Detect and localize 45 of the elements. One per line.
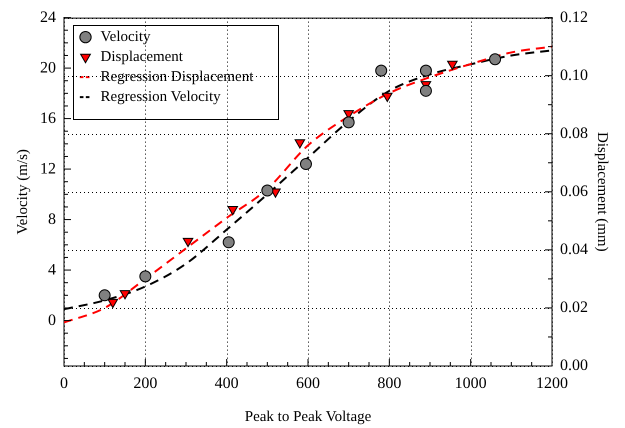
- point: [261, 184, 274, 197]
- legend-label: Regression Velocity: [100, 89, 222, 106]
- point: [222, 236, 235, 248]
- y2-tick-label: 0.04: [560, 241, 588, 258]
- x-tick-label: 1000: [454, 374, 487, 392]
- y2-axis-title: Displacement (mm): [594, 132, 610, 252]
- y2-tick-label: 0.12: [560, 8, 588, 26]
- point: [294, 139, 306, 148]
- point: [420, 64, 432, 77]
- y-tick-label: 8: [48, 210, 56, 228]
- legend-label: Displacement: [100, 49, 184, 66]
- y-tick-label: 4: [48, 261, 56, 278]
- x-tick-label: 0: [60, 374, 68, 392]
- y-tick-label: 16: [40, 110, 56, 127]
- legend-label: Velocity: [100, 29, 151, 46]
- point: [342, 116, 355, 128]
- point: [375, 64, 388, 77]
- point: [447, 60, 458, 70]
- y2-tick-label: 0.00: [560, 357, 588, 374]
- y-tick-label: 0: [48, 312, 56, 329]
- x-axis-title: Peak to Peak Voltage: [244, 408, 372, 425]
- y2-tick-label: 0.02: [560, 299, 588, 316]
- y-tick-label: 20: [40, 59, 56, 76]
- point: [120, 290, 130, 300]
- point: [98, 289, 111, 302]
- x-tick-label: 400: [214, 374, 239, 392]
- y2-tick-label: 0.06: [560, 183, 588, 200]
- x-tick-label: 800: [377, 374, 402, 392]
- point: [420, 84, 432, 97]
- y2-tick-label: 0.08: [560, 124, 588, 142]
- y-tick-label: 24: [40, 8, 56, 26]
- legend-label: Regression Displacement: [100, 69, 254, 86]
- point: [182, 238, 194, 248]
- point: [228, 206, 238, 216]
- point: [108, 298, 118, 308]
- y-axis-title: Velocity (m/s): [14, 149, 31, 235]
- point: [300, 158, 312, 170]
- point: [382, 92, 393, 102]
- x-tick-label: 600: [296, 374, 320, 392]
- point: [489, 53, 502, 66]
- x-tick-label: 1200: [536, 374, 568, 392]
- y-tick-label: 12: [40, 160, 56, 178]
- y2-tick-label: 0.10: [560, 66, 588, 84]
- x-tick-label: 200: [133, 374, 158, 392]
- point: [139, 270, 152, 282]
